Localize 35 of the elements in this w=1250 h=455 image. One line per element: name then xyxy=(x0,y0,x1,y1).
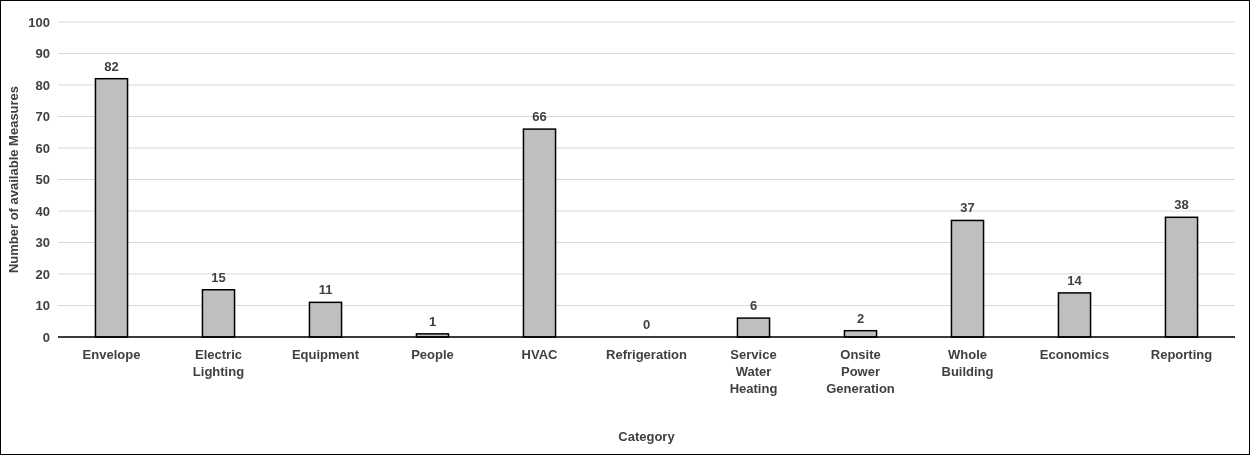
x-tick-label: Reporting xyxy=(1150,347,1213,362)
y-tick-label: 90 xyxy=(35,46,50,62)
x-tick-label: Service Water Heating xyxy=(729,347,778,396)
x-tick-label: Equipment xyxy=(291,347,360,362)
data-label: 14 xyxy=(1067,272,1083,288)
y-tick-label: 40 xyxy=(35,203,50,219)
x-tick-label: Refrigeration xyxy=(606,347,688,362)
x-tick-label: Envelope xyxy=(82,347,141,362)
data-label: 15 xyxy=(211,269,226,285)
x-tick-label: Onsite Power Generation xyxy=(826,347,895,396)
data-label: 82 xyxy=(104,58,119,74)
x-tick-label: Electric Lighting xyxy=(192,347,245,379)
y-tick-label: 20 xyxy=(35,266,50,282)
data-label: 37 xyxy=(960,200,975,216)
data-label: 1 xyxy=(428,313,437,329)
y-tick-label: 0 xyxy=(42,329,50,345)
y-tick-label: 50 xyxy=(35,172,50,188)
y-tick-label: 10 xyxy=(35,298,50,314)
data-label: 6 xyxy=(749,298,758,314)
y-tick-label: 30 xyxy=(35,235,50,251)
y-tick-label: 70 xyxy=(35,109,50,125)
x-tick-label: HVAC xyxy=(521,347,559,362)
x-tick-label: People xyxy=(411,347,454,362)
y-tick-label: 60 xyxy=(35,140,50,156)
y-tick-label: 80 xyxy=(35,77,50,93)
data-label: 38 xyxy=(1174,197,1189,213)
x-axis-title: Category xyxy=(618,429,676,444)
data-label: 66 xyxy=(532,109,547,125)
y-tick-label: 100 xyxy=(28,14,50,30)
x-tick-label: Economics xyxy=(1039,347,1110,362)
x-tick-label: Whole Building xyxy=(941,347,994,379)
data-label: 2 xyxy=(856,310,865,326)
y-axis-title: Number of available Measures xyxy=(6,85,21,274)
data-label: 0 xyxy=(642,317,651,332)
data-label: 11 xyxy=(318,282,333,298)
